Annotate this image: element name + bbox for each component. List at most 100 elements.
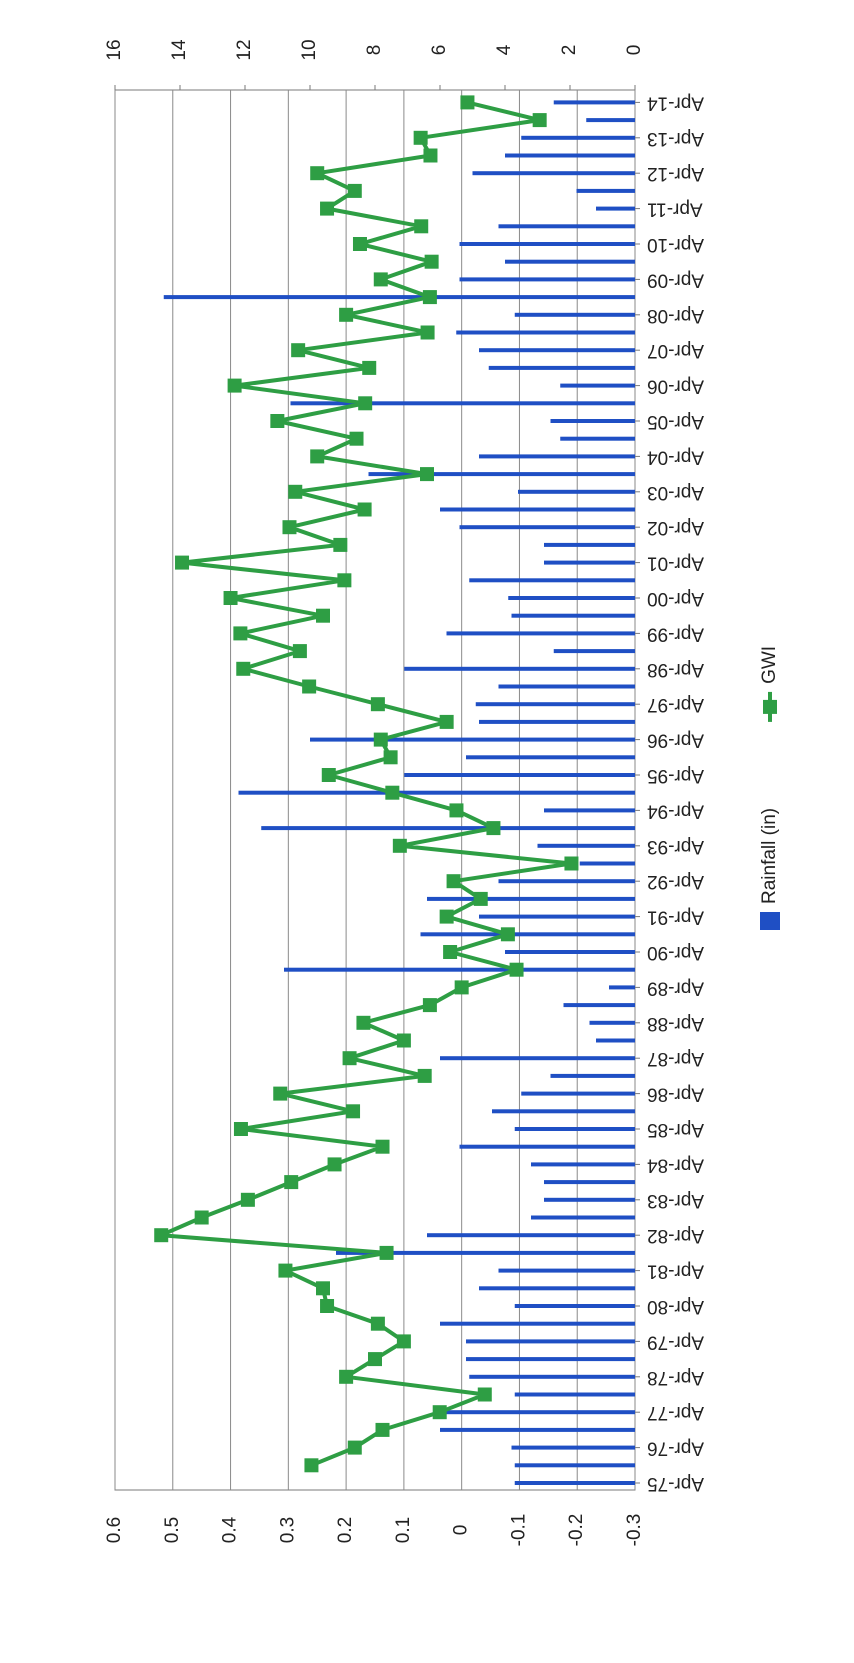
- rainfall-bar: [544, 561, 635, 565]
- x-tick-label: Apr-08: [647, 305, 704, 326]
- rainfall-bar: [515, 1393, 635, 1397]
- gwi-marker: [376, 1140, 390, 1154]
- x-tick-label: Apr-05: [647, 411, 704, 432]
- rainfall-bar: [499, 879, 636, 883]
- rainfall-bar: [310, 738, 635, 742]
- x-tick-label: Apr-94: [647, 800, 704, 821]
- rainfall-bar: [499, 685, 636, 689]
- gwi-marker: [270, 414, 284, 428]
- rainfall-bar: [447, 631, 636, 635]
- gwi-marker: [322, 768, 336, 782]
- rainfall-bar: [440, 508, 635, 512]
- x-tick-label: Apr-11: [647, 199, 703, 220]
- gwi-marker: [460, 95, 474, 109]
- gwi-marker: [273, 1087, 287, 1101]
- gwi-marker: [288, 485, 302, 499]
- rainfall-bar: [596, 1039, 635, 1043]
- rainfall-bar: [479, 720, 635, 724]
- gwi-marker: [510, 963, 524, 977]
- y2-tick-label: 14: [169, 39, 190, 61]
- rainfall-bar: [456, 331, 635, 335]
- rainfall-bar: [515, 1463, 635, 1467]
- legend-swatch: [763, 700, 777, 714]
- rainfall-bar: [460, 1145, 636, 1149]
- rainfall-bar: [512, 1446, 636, 1450]
- x-tick-label: Apr-13: [647, 128, 704, 149]
- gwi-marker: [358, 503, 372, 517]
- chart: -0.3-0.2-0.100.10.20.30.40.50.6024681012…: [0, 0, 854, 1663]
- rainfall-bar: [440, 1428, 635, 1432]
- rainfall-bar: [239, 791, 636, 795]
- rainfall-bar: [479, 915, 635, 919]
- gwi-marker: [284, 1175, 298, 1189]
- x-tick-label: Apr-89: [647, 977, 704, 998]
- gwi-marker: [433, 1405, 447, 1419]
- rainfall-bar: [473, 171, 636, 175]
- gwi-marker: [474, 892, 488, 906]
- y2-tick-label: 0: [624, 45, 645, 56]
- gwi-marker: [418, 1069, 432, 1083]
- rainfall-bar: [596, 207, 635, 211]
- rainfall-bar: [476, 702, 635, 706]
- gwi-marker: [358, 396, 372, 410]
- gwi-marker: [337, 573, 351, 587]
- gwi-marker: [310, 449, 324, 463]
- gwi-marker: [195, 1211, 209, 1225]
- rainfall-bar: [508, 596, 635, 600]
- gwi-marker: [449, 803, 463, 817]
- x-tick-label: Apr-80: [647, 1296, 704, 1317]
- rainfall-bar: [609, 985, 635, 989]
- gwi-marker: [339, 1370, 353, 1384]
- gwi-marker: [374, 272, 388, 286]
- x-tick-label: Apr-82: [647, 1225, 704, 1246]
- background: [0, 0, 854, 1663]
- x-tick-label: Apr-12: [647, 163, 704, 184]
- rainfall-bar: [466, 1357, 635, 1361]
- rainfall-bar: [590, 1021, 636, 1025]
- rainfall-bar: [466, 755, 635, 759]
- x-tick-label: Apr-79: [647, 1331, 704, 1352]
- gwi-marker: [455, 980, 469, 994]
- gwi-marker: [414, 219, 428, 233]
- y-tick-label: 0.6: [104, 1517, 125, 1543]
- x-tick-label: Apr-07: [647, 340, 704, 361]
- gwi-marker: [371, 697, 385, 711]
- x-tick-label: Apr-95: [647, 765, 704, 786]
- gwi-marker: [310, 166, 324, 180]
- gwi-marker: [425, 255, 439, 269]
- rainfall-bar: [544, 1198, 635, 1202]
- y-tick-label: 0.2: [335, 1517, 356, 1543]
- rainfall-bar: [518, 490, 635, 494]
- y-tick-label: 0.5: [162, 1517, 183, 1543]
- rainfall-bar: [538, 844, 636, 848]
- gwi-marker: [224, 591, 238, 605]
- rainfall-bar: [479, 454, 635, 458]
- y-tick-label: 0.3: [277, 1517, 298, 1543]
- gwi-marker: [384, 750, 398, 764]
- rainfall-bar: [515, 1127, 635, 1131]
- gwi-marker: [346, 1104, 360, 1118]
- legend-label: Rainfall (in): [759, 808, 780, 904]
- y2-tick-label: 8: [364, 45, 385, 56]
- rainfall-bar: [515, 1304, 635, 1308]
- rainfall-bar: [489, 366, 635, 370]
- rainfall-bar: [560, 384, 635, 388]
- y-tick-label: -0.1: [508, 1514, 529, 1547]
- gwi-marker: [293, 644, 307, 658]
- y-tick-label: 0.1: [393, 1517, 414, 1543]
- rainfall-bar: [512, 614, 636, 618]
- rainfall-bar: [440, 1056, 635, 1060]
- gwi-marker: [282, 520, 296, 534]
- x-tick-label: Apr-96: [647, 730, 704, 751]
- x-tick-label: Apr-98: [647, 659, 704, 680]
- x-tick-label: Apr-92: [647, 871, 704, 892]
- x-tick-label: Apr-77: [647, 1402, 704, 1423]
- rainfall-bar: [492, 1109, 635, 1113]
- gwi-marker: [278, 1264, 292, 1278]
- x-tick-label: Apr-04: [647, 446, 704, 467]
- y-tick-label: 0.4: [220, 1516, 241, 1543]
- x-tick-label: Apr-09: [647, 269, 704, 290]
- gwi-marker: [348, 184, 362, 198]
- x-tick-label: Apr-85: [647, 1119, 704, 1140]
- x-tick-label: Apr-00: [647, 588, 704, 609]
